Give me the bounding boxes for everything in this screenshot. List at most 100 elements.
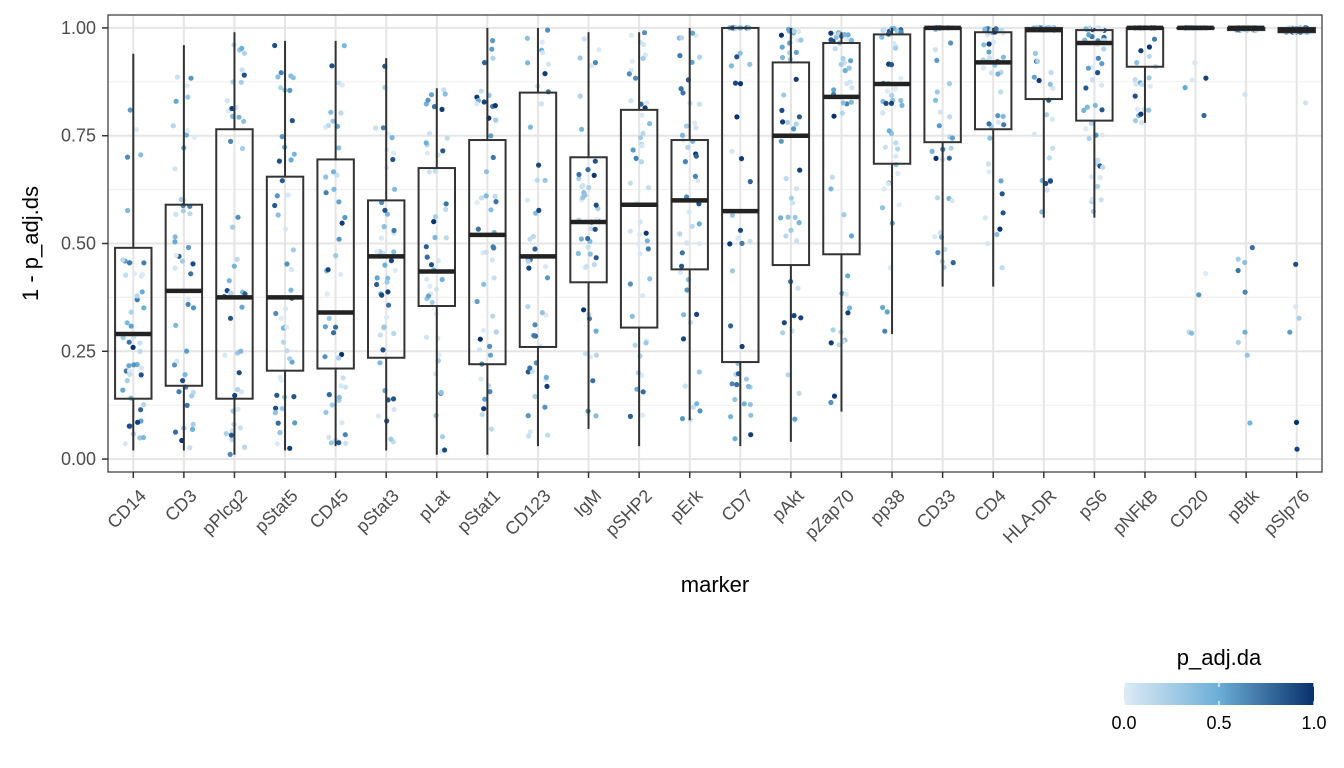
data-point (333, 253, 339, 259)
data-point (277, 430, 283, 436)
data-point (478, 88, 484, 94)
boxplot-CD45 (316, 40, 355, 447)
data-point (328, 109, 334, 115)
data-point (532, 246, 538, 252)
data-point (678, 86, 684, 92)
data-point (228, 432, 234, 438)
data-point (841, 212, 847, 218)
data-point (879, 34, 885, 40)
boxplot-CD7 (721, 26, 760, 447)
data-point (743, 376, 750, 382)
data-point (526, 265, 532, 271)
data-point (482, 396, 488, 402)
data-point (235, 406, 241, 412)
data-point (339, 351, 345, 358)
data-point (423, 140, 429, 146)
data-point (185, 301, 191, 307)
data-point (141, 260, 147, 266)
data-point (881, 186, 887, 192)
data-point (1099, 132, 1105, 138)
data-point (738, 156, 745, 162)
data-point (172, 265, 178, 271)
data-point (428, 92, 435, 98)
data-point (778, 32, 785, 38)
data-point (433, 286, 440, 292)
data-point (1048, 69, 1054, 76)
data-point (627, 413, 634, 419)
box (619, 108, 659, 329)
data-point (374, 249, 380, 255)
data-point (883, 100, 889, 106)
data-point (997, 226, 1003, 232)
data-point (138, 152, 144, 158)
data-point (1095, 55, 1101, 61)
data-point (479, 412, 485, 418)
data-point (734, 114, 740, 120)
data-point (888, 100, 895, 106)
data-point (948, 145, 954, 151)
data-point (1296, 315, 1302, 321)
data-point (633, 155, 639, 161)
data-point (849, 85, 855, 91)
data-point (1089, 77, 1096, 83)
data-point (425, 293, 432, 299)
data-point (1235, 256, 1241, 262)
data-point (385, 289, 391, 295)
data-point (949, 135, 956, 141)
data-point (593, 352, 600, 358)
data-point (292, 420, 298, 426)
data-point (443, 201, 449, 207)
data-point (326, 392, 332, 398)
data-point (999, 265, 1005, 271)
data-point (980, 65, 987, 71)
data-point (184, 83, 190, 89)
data-point (381, 324, 387, 330)
data-point (793, 49, 800, 56)
box (215, 128, 254, 400)
data-point (531, 333, 537, 339)
data-point (339, 420, 345, 426)
boxplot-CD14 (114, 53, 153, 451)
data-point (190, 261, 196, 267)
data-point (737, 50, 743, 56)
data-point (385, 275, 391, 281)
data-point (185, 296, 191, 302)
data-point (237, 425, 243, 431)
data-point (1242, 289, 1248, 295)
data-point (747, 61, 753, 67)
data-point (1134, 60, 1140, 66)
box (164, 203, 204, 387)
data-point (1203, 270, 1209, 277)
data-point (1293, 304, 1299, 310)
data-point (637, 219, 643, 225)
box (771, 61, 811, 267)
data-point (896, 202, 902, 208)
box (1075, 29, 1114, 122)
data-point (682, 159, 689, 165)
data-point (382, 262, 388, 268)
data-point (127, 371, 133, 377)
data-point (241, 50, 247, 56)
box (822, 42, 861, 256)
data-point (593, 255, 599, 261)
data-point (326, 434, 332, 440)
data-point (340, 375, 346, 381)
data-point (182, 372, 188, 378)
data-point (982, 215, 988, 221)
data-point (481, 281, 487, 287)
data-point (336, 355, 342, 361)
data-point (239, 304, 245, 310)
data-point (124, 154, 131, 160)
data-point (1151, 36, 1158, 42)
data-point (831, 393, 838, 399)
data-point (238, 79, 244, 85)
data-point (127, 107, 133, 113)
data-point (1000, 113, 1006, 119)
data-point (288, 287, 294, 293)
data-point (1134, 106, 1141, 112)
data-point (932, 234, 938, 240)
data-point (844, 80, 850, 87)
data-point (376, 413, 382, 419)
data-point (273, 405, 279, 411)
